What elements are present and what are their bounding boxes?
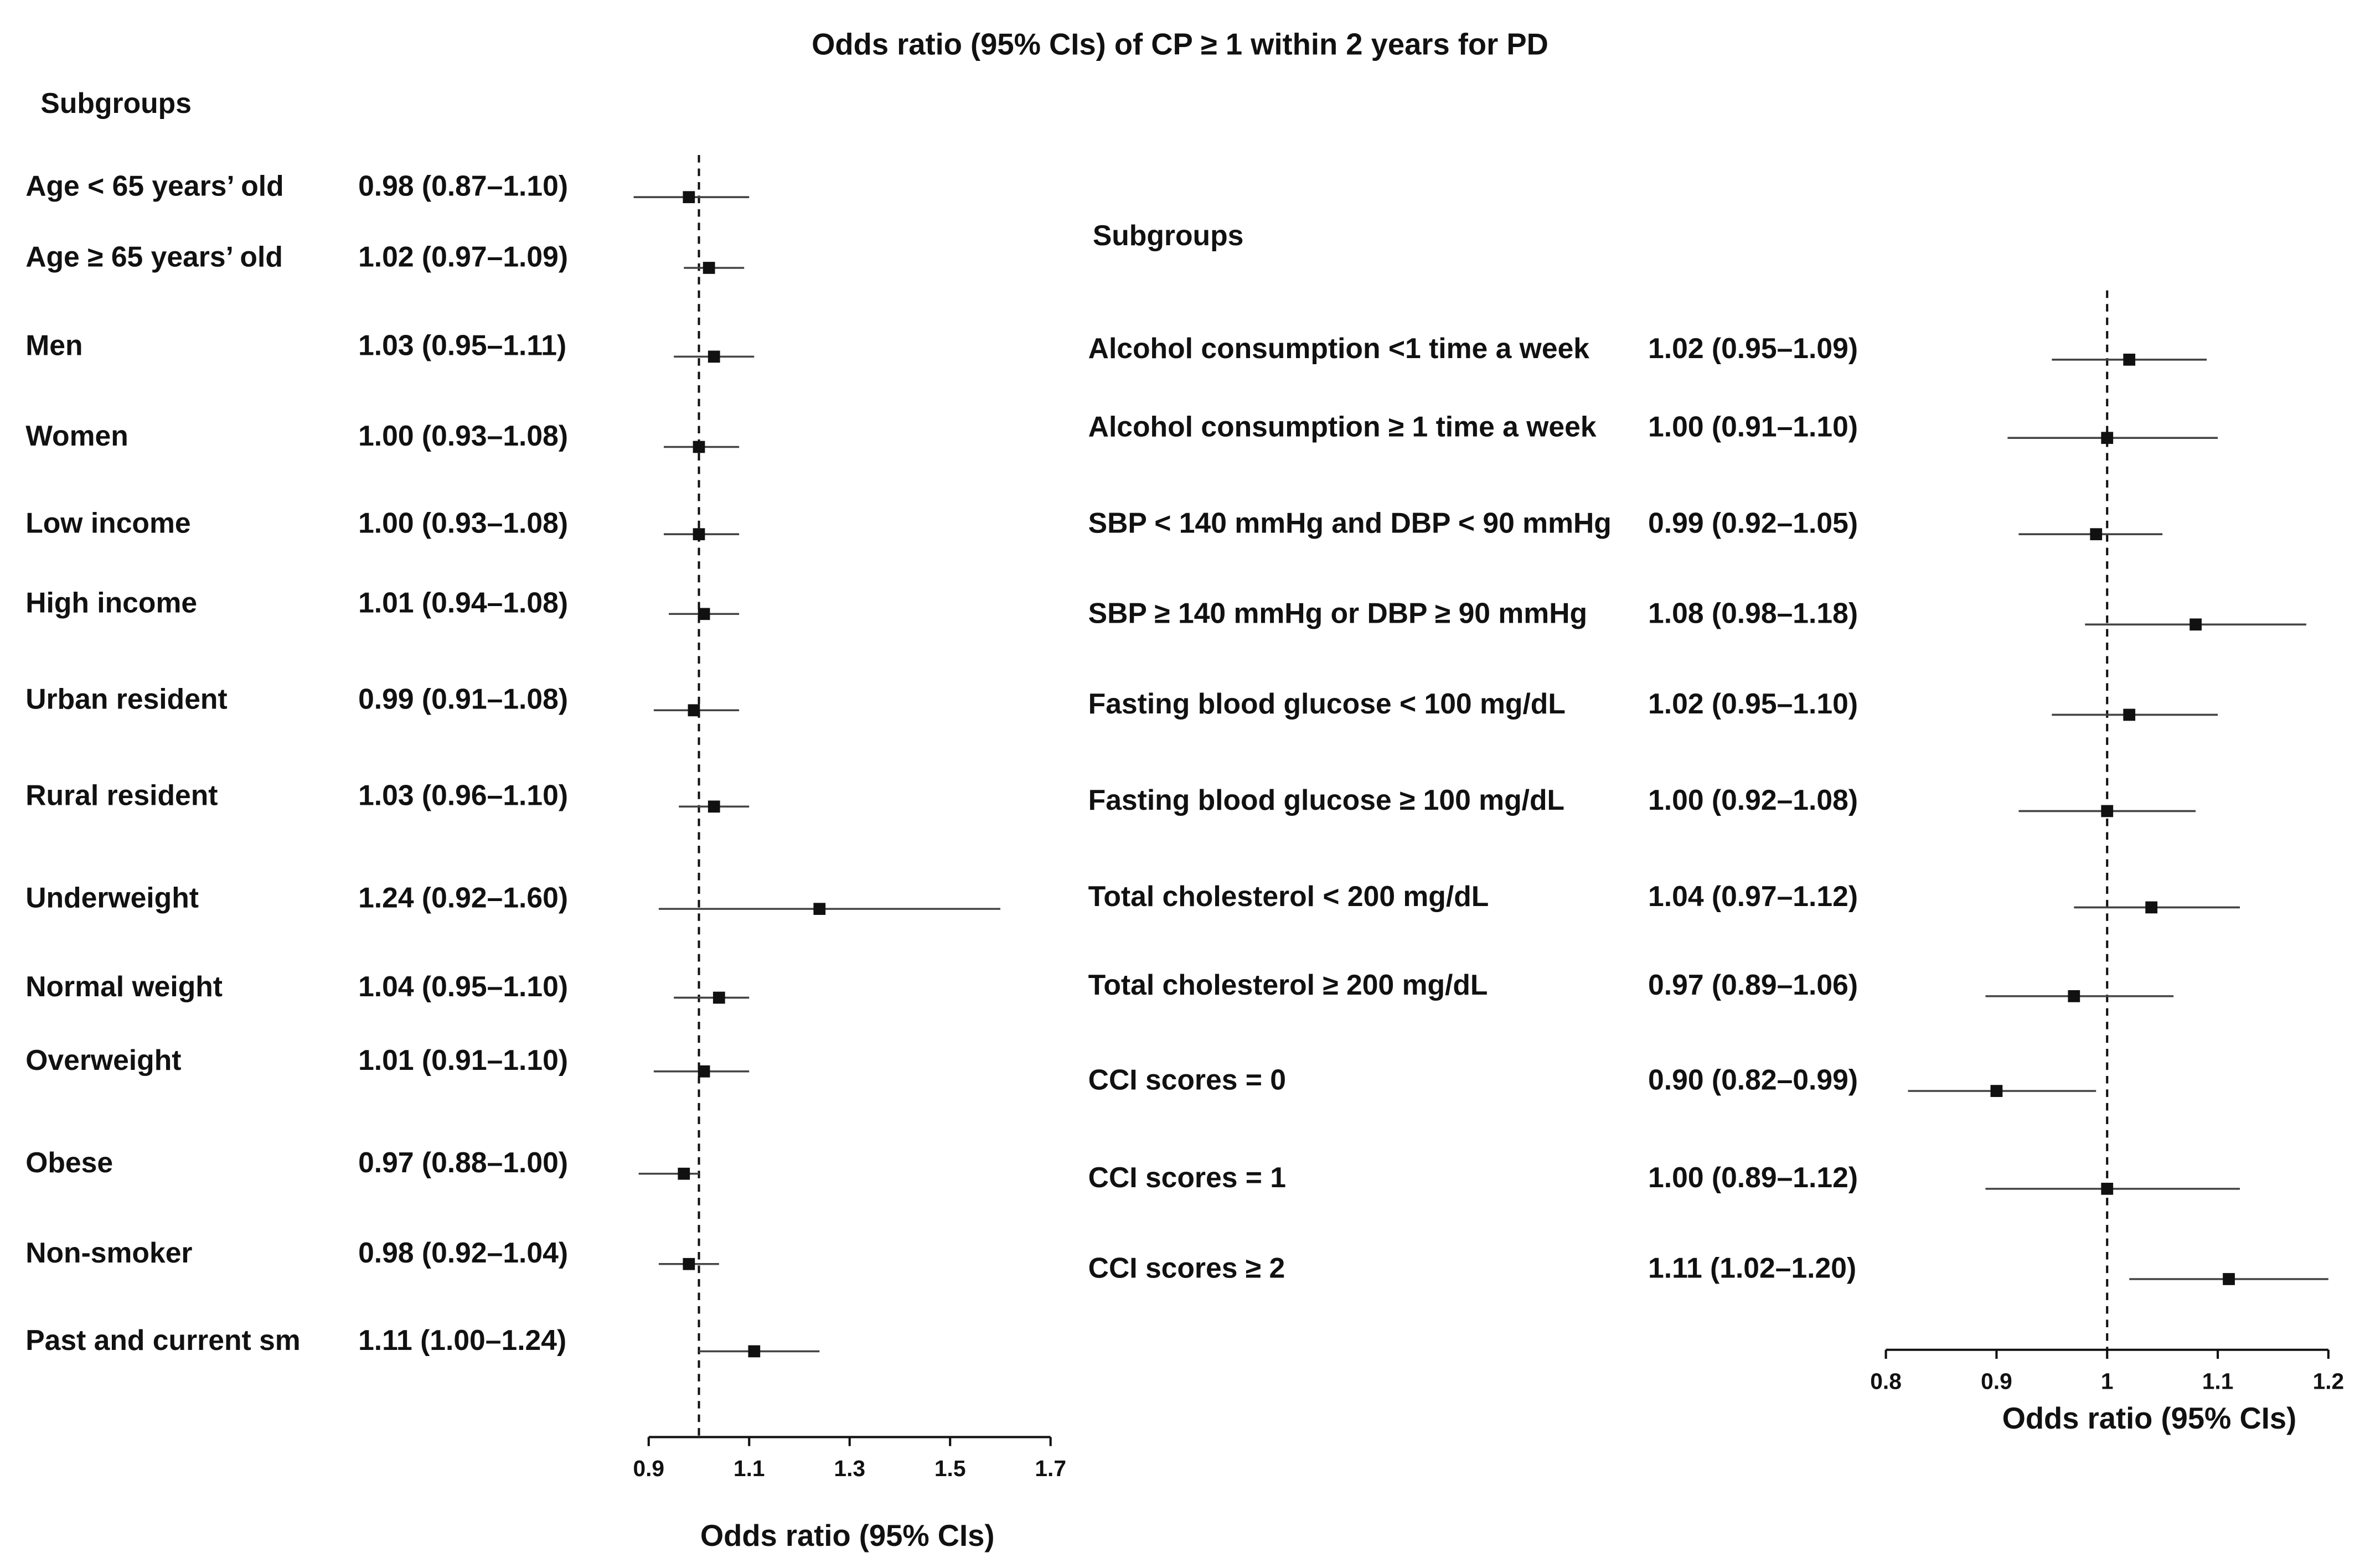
subgroup-label: Total cholesterol ≥ 200 mg/dL <box>1088 969 1488 1001</box>
point-estimate <box>2123 353 2136 366</box>
value-label: 1.00 (0.92–1.08) <box>1648 784 1858 816</box>
subgroup-label: Fasting blood glucose ≥ 100 mg/dL <box>1088 784 1564 816</box>
point-estimate <box>683 1257 695 1270</box>
subgroup-label: Low income <box>25 507 190 539</box>
value-label: 1.00 (0.93–1.08) <box>358 507 568 539</box>
point-estimate <box>2123 708 2136 721</box>
subgroup-label: Women <box>25 420 128 452</box>
point-estimate <box>708 350 720 363</box>
subgroup-header: Subgroups <box>40 87 192 119</box>
value-label: 0.97 (0.89–1.06) <box>1648 969 1858 1001</box>
point-estimate <box>693 528 705 541</box>
point-estimate <box>1990 1085 2003 1097</box>
x-tick-label: 1.2 <box>2313 1368 2344 1394</box>
x-axis-title: Odds ratio (95% CIs) <box>2002 1401 2297 1435</box>
point-estimate <box>712 991 725 1004</box>
subgroup-label: CCI scores = 0 <box>1088 1063 1286 1095</box>
value-label: 1.01 (0.91–1.10) <box>358 1044 568 1076</box>
subgroup-label: High income <box>25 587 197 619</box>
point-estimate <box>2189 618 2202 631</box>
value-label: 1.00 (0.91–1.10) <box>1648 411 1858 443</box>
point-estimate <box>2101 805 2114 817</box>
x-tick-label: 0.9 <box>1981 1368 2012 1394</box>
value-label: 0.99 (0.91–1.08) <box>358 683 568 715</box>
point-estimate <box>708 800 720 813</box>
value-label: 0.97 (0.88–1.00) <box>358 1146 568 1178</box>
point-estimate <box>698 1065 710 1078</box>
value-label: 1.11 (1.02–1.20) <box>1648 1251 1856 1284</box>
value-label: 1.08 (0.98–1.18) <box>1648 597 1858 629</box>
x-tick-label: 1.7 <box>1035 1456 1066 1481</box>
point-estimate <box>693 441 705 453</box>
value-label: 1.01 (0.94–1.08) <box>358 587 568 619</box>
value-label: 0.90 (0.82–0.99) <box>1648 1063 1858 1095</box>
subgroup-label: Rural resident <box>25 779 218 811</box>
point-estimate <box>698 608 710 620</box>
subgroup-label: Fasting blood glucose < 100 mg/dL <box>1088 687 1566 720</box>
value-label: 1.04 (0.95–1.10) <box>358 970 568 1002</box>
point-estimate <box>2101 432 2114 444</box>
x-tick-label: 1.1 <box>734 1456 765 1481</box>
subgroup-header: Subgroups <box>1093 219 1244 251</box>
point-estimate <box>703 262 715 274</box>
subgroup-label: SBP ≥ 140 mmHg or DBP ≥ 90 mmHg <box>1088 597 1587 629</box>
subgroup-label: Alcohol consumption <1 time a week <box>1088 332 1590 364</box>
point-estimate <box>678 1167 690 1180</box>
value-label: 1.04 (0.97–1.12) <box>1648 880 1858 912</box>
x-tick-label: 1.3 <box>834 1456 865 1481</box>
point-estimate <box>2068 990 2080 1002</box>
subgroup-label: Age ≥ 65 years’ old <box>25 240 283 272</box>
value-label: 1.00 (0.93–1.08) <box>358 420 568 452</box>
x-tick-label: 0.8 <box>1870 1368 1902 1394</box>
subgroup-label: CCI scores = 1 <box>1088 1161 1286 1193</box>
value-label: 1.00 (0.89–1.12) <box>1648 1161 1858 1193</box>
subgroup-label: Urban resident <box>25 683 227 715</box>
figure-title: Odds ratio (95% CIs) of CP ≥ 1 within 2 … <box>812 28 1548 61</box>
value-label: 0.99 (0.92–1.05) <box>1648 507 1858 539</box>
value-label: 1.02 (0.95–1.09) <box>1648 332 1858 364</box>
subgroup-label: Past and current sm <box>25 1324 301 1356</box>
value-label: 1.24 (0.92–1.60) <box>358 881 568 913</box>
subgroup-label: Underweight <box>25 881 199 913</box>
subgroup-label: Alcohol consumption ≥ 1 time a week <box>1088 411 1597 443</box>
subgroup-label: Overweight <box>25 1044 181 1076</box>
point-estimate <box>688 704 700 717</box>
value-label: 1.03 (0.95–1.11) <box>358 329 566 361</box>
point-estimate <box>813 903 826 915</box>
subgroup-label: SBP < 140 mmHg and DBP < 90 mmHg <box>1088 507 1612 539</box>
value-label: 0.98 (0.87–1.10) <box>358 170 568 202</box>
subgroup-label: Obese <box>25 1146 113 1178</box>
value-label: 1.02 (0.95–1.10) <box>1648 687 1858 720</box>
point-estimate <box>2101 1182 2114 1195</box>
x-tick-label: 1 <box>2101 1368 2114 1394</box>
subgroup-label: Normal weight <box>25 970 223 1002</box>
value-label: 0.98 (0.92–1.04) <box>358 1236 568 1269</box>
x-axis-title: Odds ratio (95% CIs) <box>700 1519 995 1553</box>
value-label: 1.02 (0.97–1.09) <box>358 240 568 272</box>
subgroup-label: CCI scores ≥ 2 <box>1088 1251 1285 1284</box>
x-tick-label: 1.1 <box>2202 1368 2234 1394</box>
subgroup-label: Age < 65 years’ old <box>25 170 283 202</box>
value-label: 1.03 (0.96–1.10) <box>358 779 568 811</box>
x-tick-label: 1.5 <box>934 1456 966 1481</box>
point-estimate <box>683 191 695 204</box>
subgroup-label: Men <box>25 329 82 361</box>
subgroup-label: Non-smoker <box>25 1236 192 1269</box>
point-estimate <box>2145 901 2158 914</box>
subgroup-label: Total cholesterol < 200 mg/dL <box>1088 880 1489 912</box>
point-estimate <box>2223 1273 2235 1285</box>
value-label: 1.11 (1.00–1.24) <box>358 1324 566 1356</box>
point-estimate <box>748 1345 761 1358</box>
point-estimate <box>2090 528 2103 541</box>
x-tick-label: 0.9 <box>633 1456 664 1481</box>
